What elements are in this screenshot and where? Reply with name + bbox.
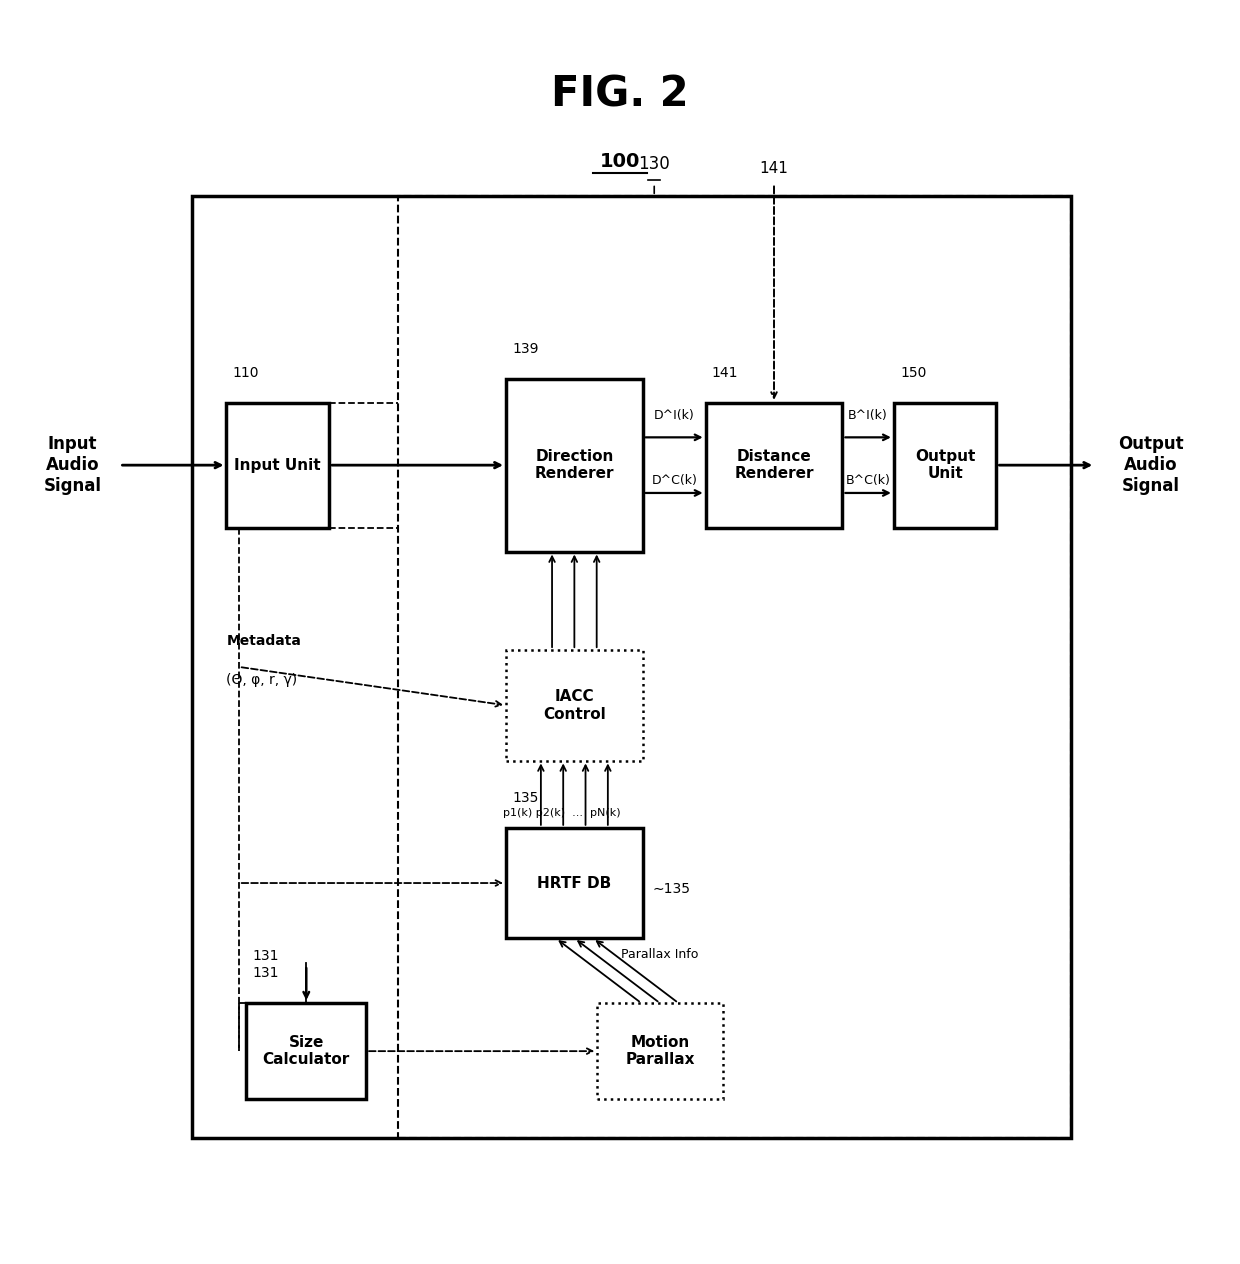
Text: (Θ, φ, r, γ): (Θ, φ, r, γ)	[227, 674, 298, 688]
Bar	[227, 403, 329, 527]
Text: Motion
Parallax: Motion Parallax	[625, 1035, 694, 1067]
Text: Parallax Info: Parallax Info	[621, 948, 698, 962]
Bar	[192, 196, 1070, 1138]
Text: p1(k) p2(k)  ...  pN(k): p1(k) p2(k) ... pN(k)	[503, 808, 621, 818]
Text: 139: 139	[512, 343, 538, 356]
Text: Output
Audio
Signal: Output Audio Signal	[1118, 435, 1184, 495]
Text: 141: 141	[760, 161, 789, 176]
Bar	[247, 1004, 366, 1100]
Text: 100: 100	[600, 152, 640, 171]
Text: 131: 131	[253, 967, 279, 981]
Bar	[506, 379, 642, 551]
Text: 130: 130	[639, 155, 670, 173]
Text: 131: 131	[253, 949, 279, 963]
Bar	[398, 196, 1070, 1138]
Bar	[706, 403, 842, 527]
Text: IACC
Control: IACC Control	[543, 689, 606, 722]
Text: Direction
Renderer: Direction Renderer	[534, 449, 614, 482]
Text: D^C(k): D^C(k)	[651, 474, 697, 487]
Text: 141: 141	[712, 367, 738, 380]
Text: 150: 150	[900, 367, 926, 380]
Text: 135: 135	[512, 791, 538, 805]
Text: FIG. 2: FIG. 2	[552, 73, 688, 116]
Text: Input
Audio
Signal: Input Audio Signal	[43, 435, 102, 495]
Text: Output
Unit: Output Unit	[915, 449, 976, 482]
Text: D^I(k): D^I(k)	[653, 410, 694, 422]
Text: B^C(k): B^C(k)	[846, 474, 890, 487]
Text: Metadata: Metadata	[227, 635, 301, 648]
Bar	[506, 828, 642, 938]
Text: ∼135: ∼135	[652, 882, 691, 896]
Text: Input Unit: Input Unit	[234, 458, 321, 473]
Text: B^I(k): B^I(k)	[848, 410, 888, 422]
Text: Size
Calculator: Size Calculator	[263, 1035, 350, 1067]
Text: Distance
Renderer: Distance Renderer	[734, 449, 813, 482]
Text: HRTF DB: HRTF DB	[537, 876, 611, 891]
Text: 110: 110	[233, 367, 259, 380]
Bar	[894, 403, 997, 527]
Bar	[506, 650, 642, 761]
Bar	[598, 1004, 723, 1100]
